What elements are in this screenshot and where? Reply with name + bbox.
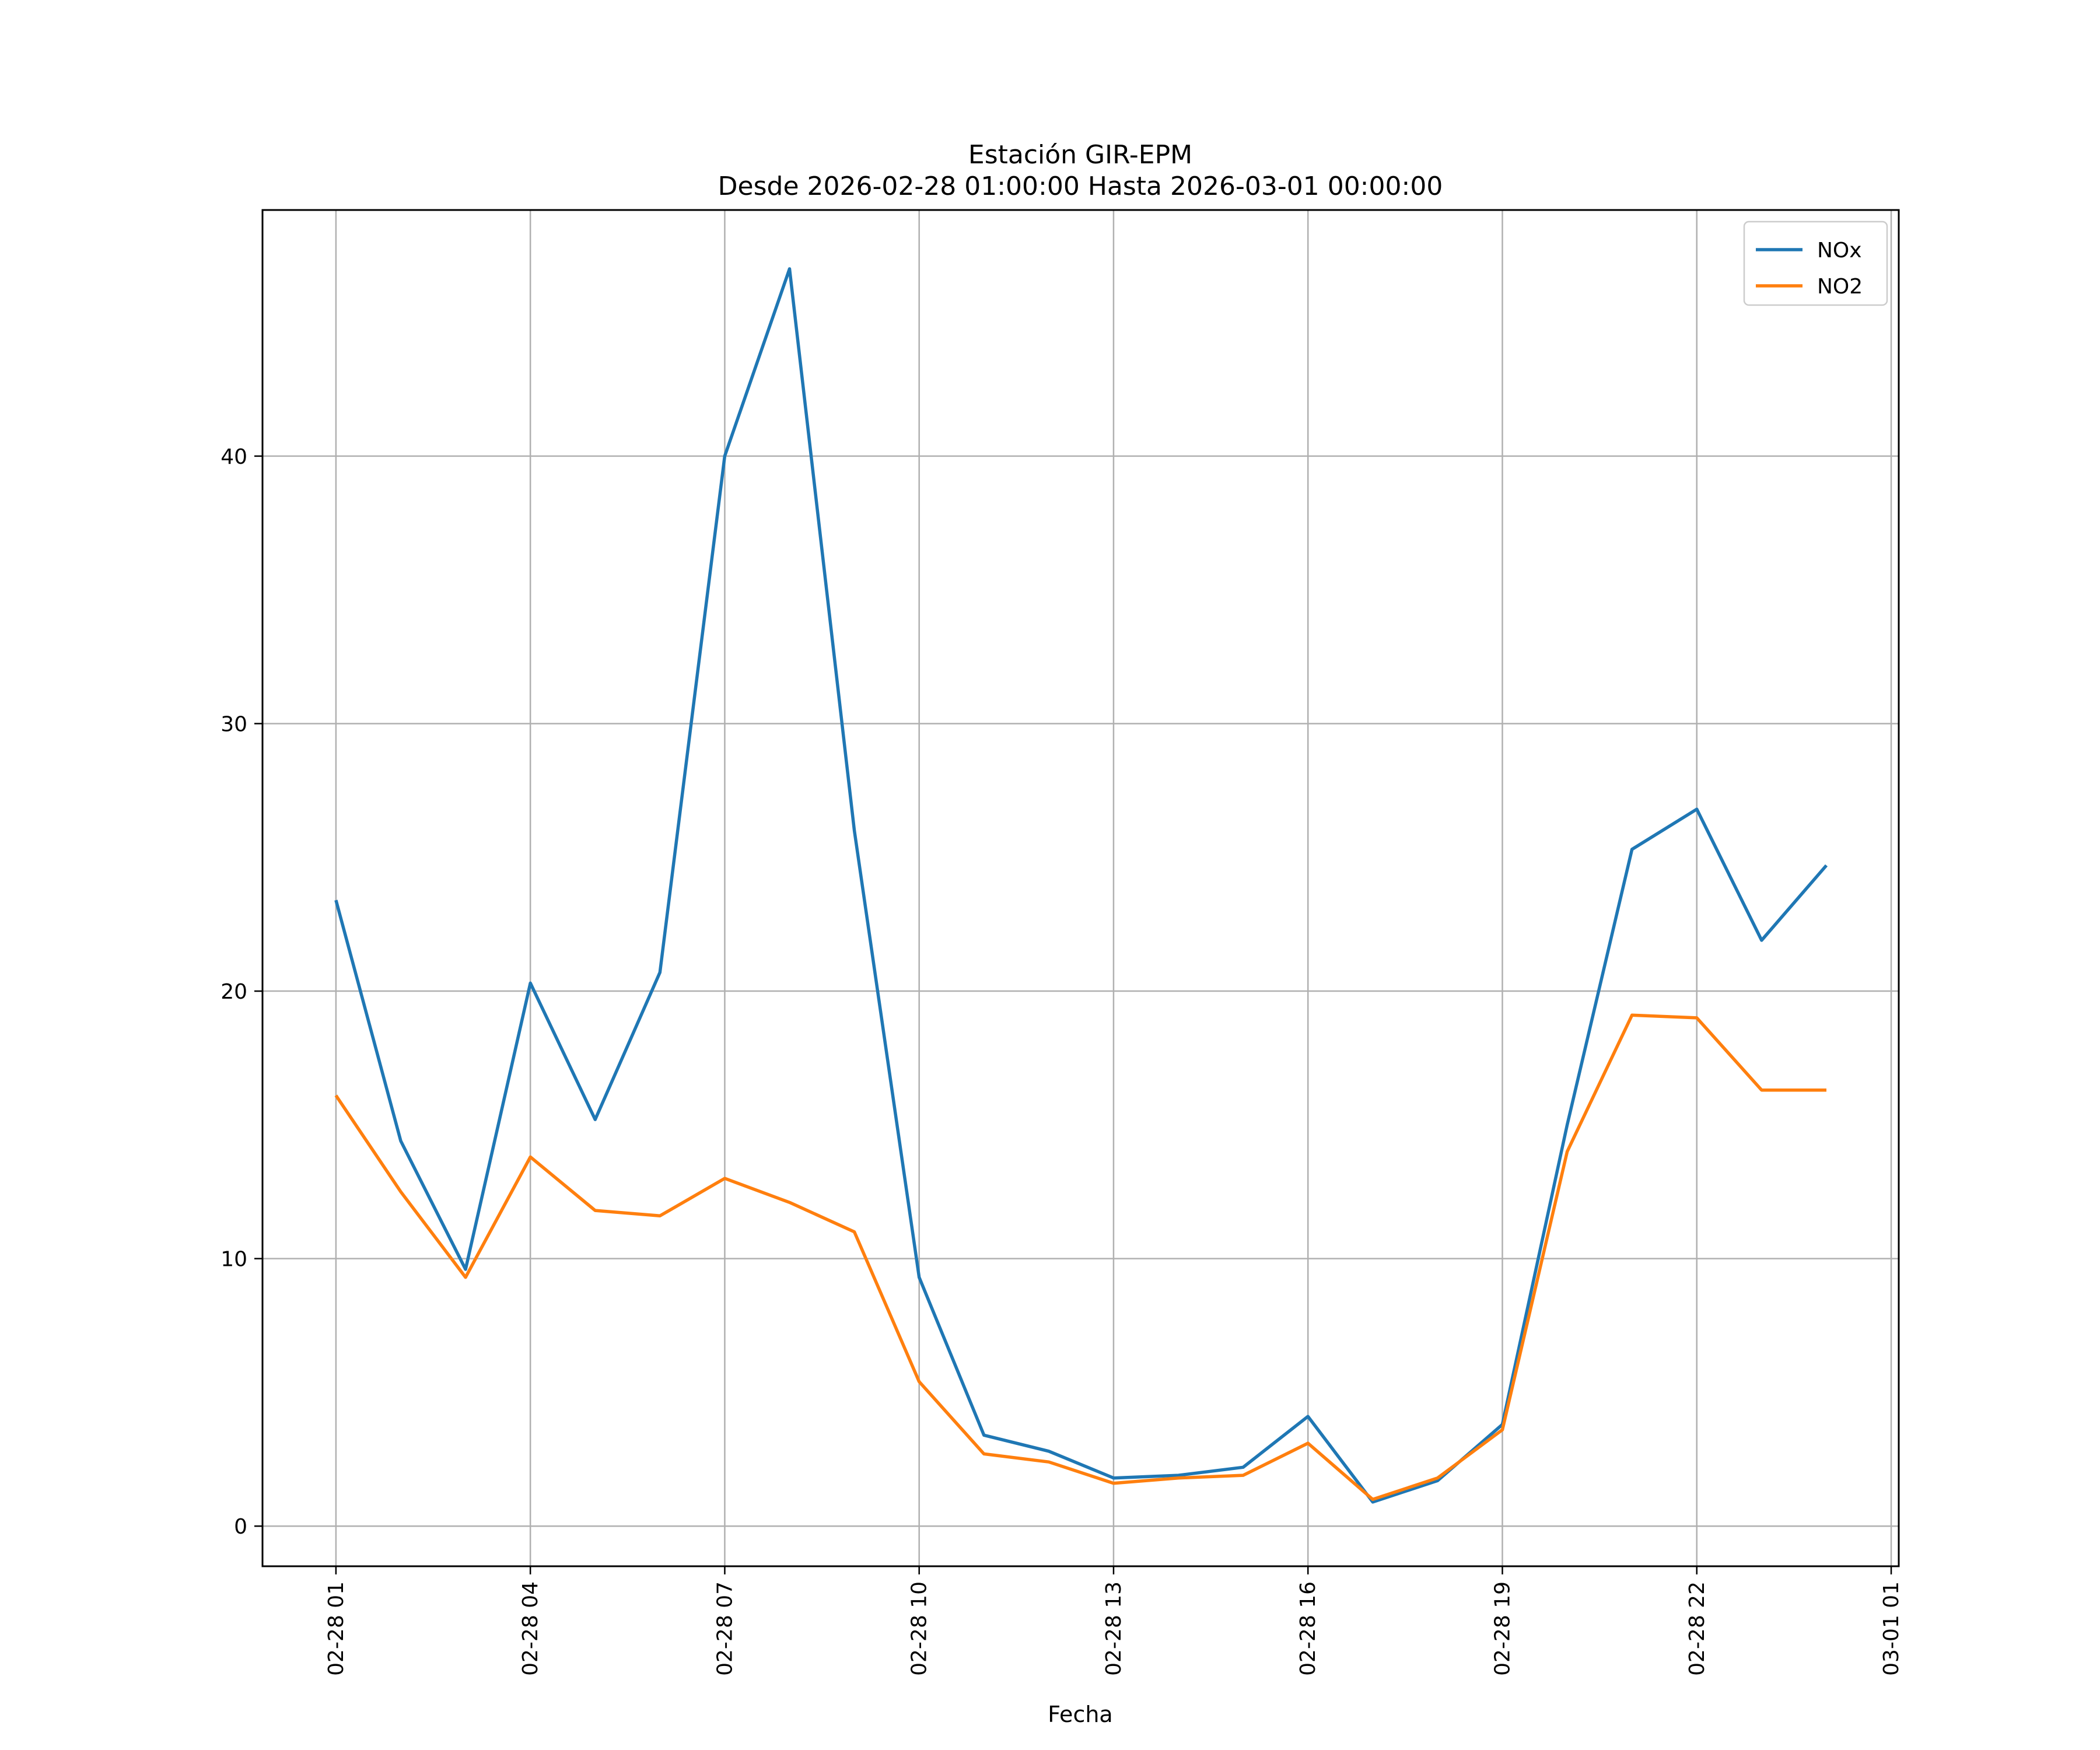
grid (262, 210, 1899, 1566)
x-tick-label: 02-28 04 (519, 1581, 542, 1676)
legend-box (1743, 220, 1888, 306)
x-tick-label: 02-28 16 (1296, 1581, 1320, 1676)
chart-title: Estación GIR-EPM (968, 140, 1192, 170)
axis-ticks: 02-28 01 02-28 04 02-28 07 02-28 10 02-28 13… (220, 445, 1903, 1676)
y-tick-label: 10 (220, 1248, 247, 1272)
series-line-nox (334, 267, 1828, 1504)
chart-subtitle: Desde 2026-02-28 01:00:00 Hasta 2026-03-… (718, 172, 1443, 201)
y-tick-label: 30 (220, 712, 247, 736)
x-tick-label: 02-28 22 (1685, 1581, 1709, 1676)
series-line-no2 (334, 1013, 1826, 1502)
plot-frame (261, 209, 1900, 1567)
x-tick-label: 02-28 07 (713, 1581, 737, 1676)
legend-label: NOx (1817, 239, 1862, 262)
y-tick-label: 0 (234, 1515, 247, 1539)
x-tick-label: 02-28 19 (1491, 1581, 1515, 1676)
x-tick-label: 02-28 13 (1102, 1581, 1126, 1676)
x-axis-label: Fecha (1048, 1702, 1112, 1727)
legend-label: NO2 (1817, 275, 1863, 299)
legend: NOx NO2 (1743, 220, 1888, 306)
y-tick-label: 40 (220, 445, 247, 469)
x-tick-label: 03-01 01 (1880, 1581, 1903, 1676)
y-tick-label: 20 (220, 980, 247, 1004)
x-tick-label: 02-28 01 (324, 1581, 348, 1676)
series-layer (334, 267, 1828, 1504)
x-tick-label: 02-28 10 (908, 1581, 932, 1676)
